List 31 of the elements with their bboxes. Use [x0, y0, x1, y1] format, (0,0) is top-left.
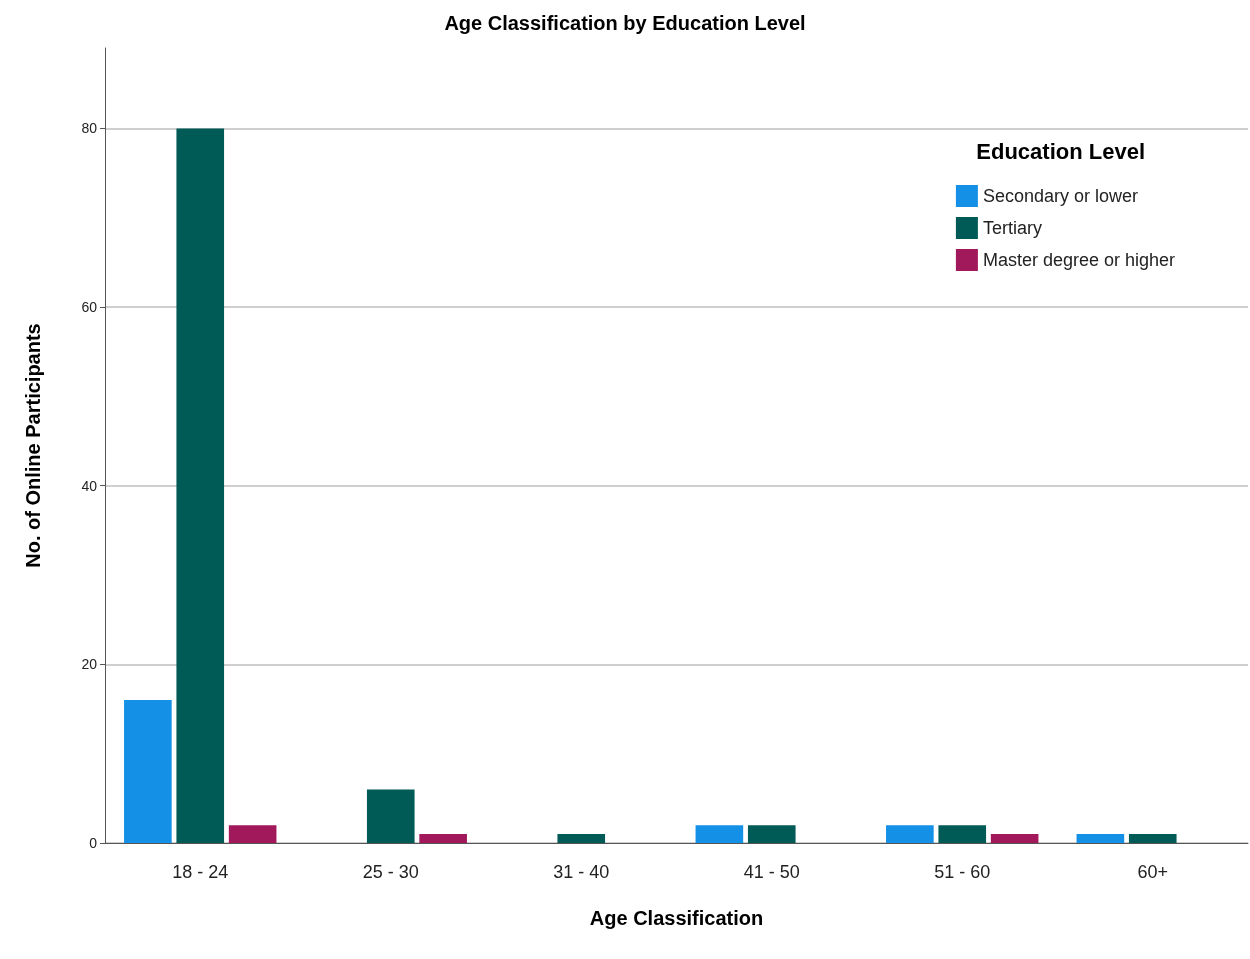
bar [176, 128, 225, 843]
legend-label: Master degree or higher [982, 250, 1176, 270]
chart-title: Age Classification by Education Level [444, 12, 806, 34]
x-tick-label: 41 - 50 [743, 862, 800, 882]
y-tick-label: 40 [81, 477, 98, 494]
y-tick-label: 80 [81, 120, 98, 137]
y-tick-label: 20 [81, 656, 98, 673]
y-tick-label: 0 [89, 835, 98, 851]
bar [1128, 834, 1177, 843]
bar [990, 834, 1039, 843]
x-tick-label: 60+ [1137, 862, 1169, 882]
x-tick-label: 25 - 30 [362, 862, 419, 882]
bar [124, 700, 172, 843]
legend-title: Education Level [976, 138, 1146, 164]
x-tick-label: 31 - 40 [553, 862, 610, 882]
x-axis-title: Age Classification [589, 907, 764, 929]
bar [938, 825, 987, 843]
bar [1076, 834, 1125, 843]
bar [228, 825, 277, 843]
y-axis-title: No. of Online Participants [22, 323, 44, 568]
bar [366, 789, 415, 843]
bar [557, 834, 606, 843]
x-tick-label: 18 - 24 [172, 862, 229, 882]
bar [695, 825, 744, 843]
bar [886, 825, 934, 843]
bar [747, 825, 796, 843]
legend-label: Secondary or lower [982, 186, 1138, 206]
x-tick-label: 51 - 60 [934, 862, 991, 882]
y-tick-label: 60 [81, 299, 98, 316]
legend-label: Tertiary [982, 218, 1042, 238]
bar [419, 834, 467, 843]
